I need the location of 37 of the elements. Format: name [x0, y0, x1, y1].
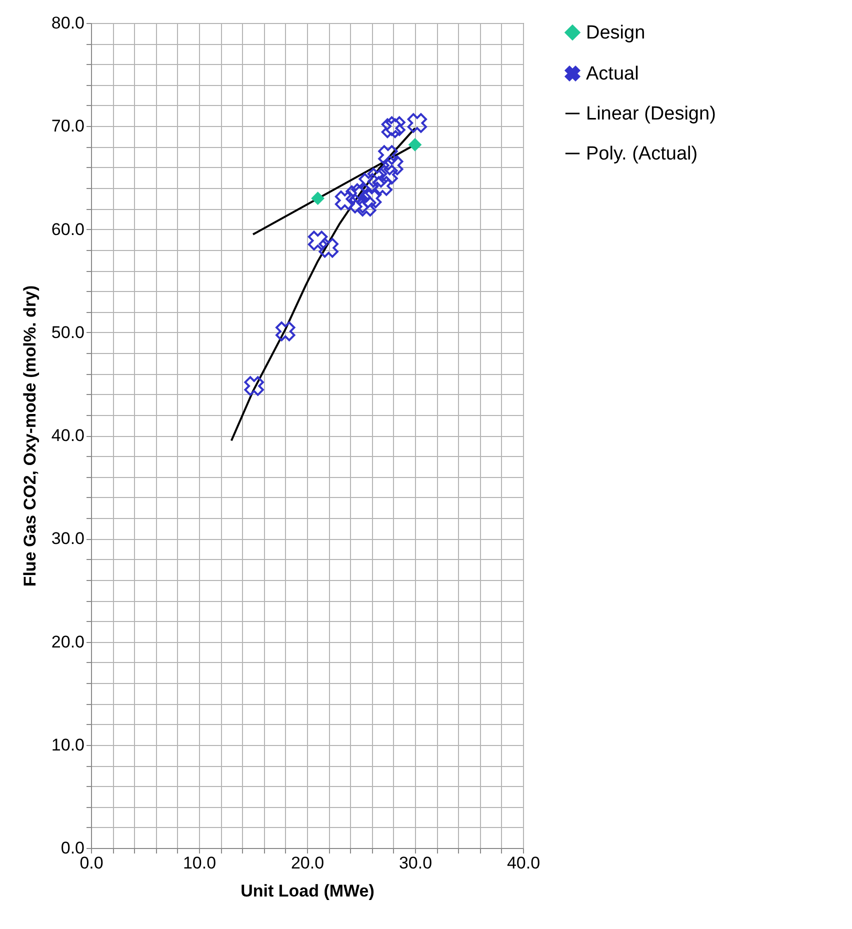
point: [276, 321, 296, 342]
y-tick-label: 80.0: [51, 14, 84, 32]
point: [378, 145, 398, 165]
y-tick-label: 10.0: [51, 735, 84, 754]
y-tick-label: 60.0: [51, 220, 84, 239]
y-tick-label: 50.0: [51, 322, 84, 342]
legend-label: Linear (Design): [586, 104, 716, 124]
point: [334, 190, 355, 210]
y-axis-title: Flue Gas CO2, Oxy-mode (mol%. dry): [20, 285, 40, 587]
point: [381, 118, 402, 138]
y-tick-label: 20.0: [51, 632, 84, 652]
y-tick-label: 70.0: [51, 116, 84, 136]
point: [311, 192, 325, 206]
point: [408, 138, 422, 152]
y-tick-label: 40.0: [51, 426, 84, 445]
x-tick-label: 40.0: [506, 854, 540, 872]
point: [356, 196, 376, 216]
point: [386, 116, 406, 136]
point: [346, 185, 366, 206]
legend-label: Poly. (Actual): [586, 144, 698, 164]
point: [358, 172, 378, 193]
point: [372, 176, 392, 196]
legend-label: Actual: [586, 64, 639, 84]
point: [367, 168, 388, 188]
point: [384, 155, 404, 176]
point: [378, 164, 398, 184]
x-axis-title: Unit Load (MWe): [240, 882, 374, 900]
point: [318, 238, 338, 258]
x-tick-label: 20.0: [290, 854, 324, 872]
point: [308, 230, 328, 250]
y-tick-label: 30.0: [51, 529, 84, 548]
point: [244, 376, 264, 396]
point: [362, 188, 382, 208]
x-tick-label: 10.0: [182, 854, 216, 872]
legend-label: Design: [586, 22, 646, 44]
point: [407, 113, 428, 133]
x-tick-label: 30.0: [398, 854, 432, 872]
